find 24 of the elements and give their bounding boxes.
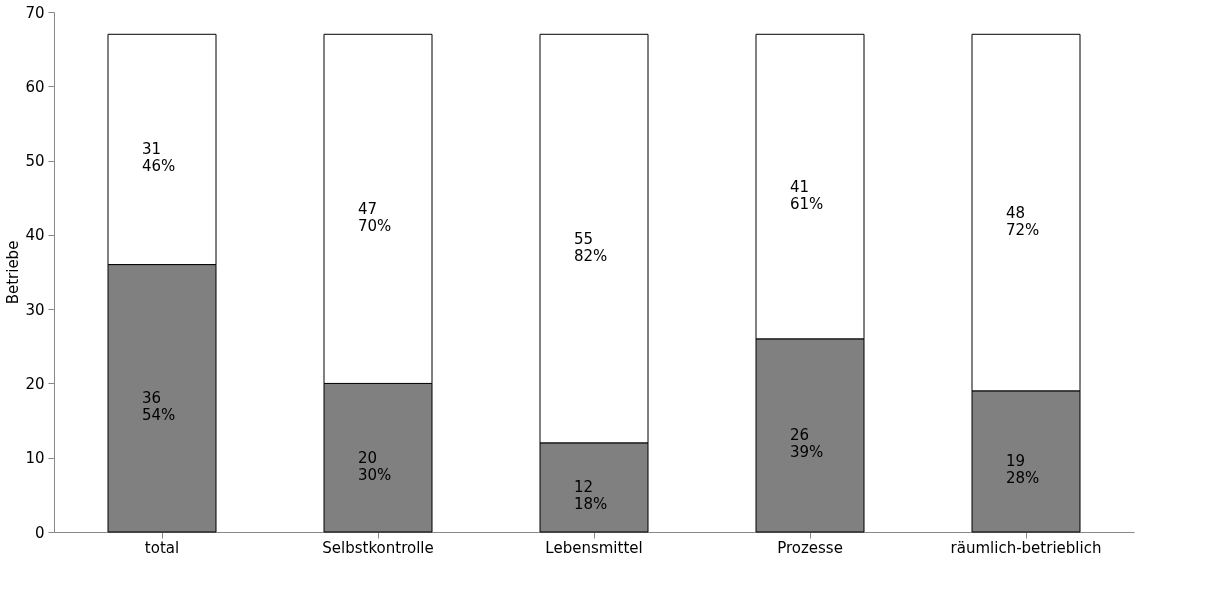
y-tick-label: 60 (25, 77, 45, 96)
y-axis-title: Betriebe (4, 240, 23, 305)
y-tick-label: 10 (25, 449, 45, 468)
y-tick-label: 20 (25, 374, 45, 393)
data-label: 12 18% (574, 478, 608, 514)
data-label: 48 72% (1006, 203, 1040, 239)
y-tick-label: 30 (25, 300, 45, 319)
x-tick-label: total (144, 538, 180, 557)
data-label: 41 61% (790, 177, 824, 213)
data-label: 55 82% (574, 229, 608, 265)
data-label: 31 46% (142, 140, 176, 176)
data-label: 20 30% (358, 448, 392, 484)
data-label: 26 39% (790, 426, 824, 462)
data-label: 36 54% (142, 389, 176, 425)
x-tick-label: räumlich-betrieblich (950, 538, 1102, 557)
y-tick-label: 40 (25, 226, 45, 245)
x-tick-label: Selbstkontrolle (322, 538, 434, 557)
data-label: 47 70% (358, 199, 392, 235)
y-tick-label: 70 (25, 3, 45, 22)
x-tick-label: Prozesse (777, 538, 843, 557)
y-tick-label: 0 (34, 523, 45, 542)
x-tick-label: Lebensmittel (545, 538, 643, 557)
y-tick-label: 50 (25, 152, 45, 171)
data-label: 19 28% (1006, 452, 1040, 488)
